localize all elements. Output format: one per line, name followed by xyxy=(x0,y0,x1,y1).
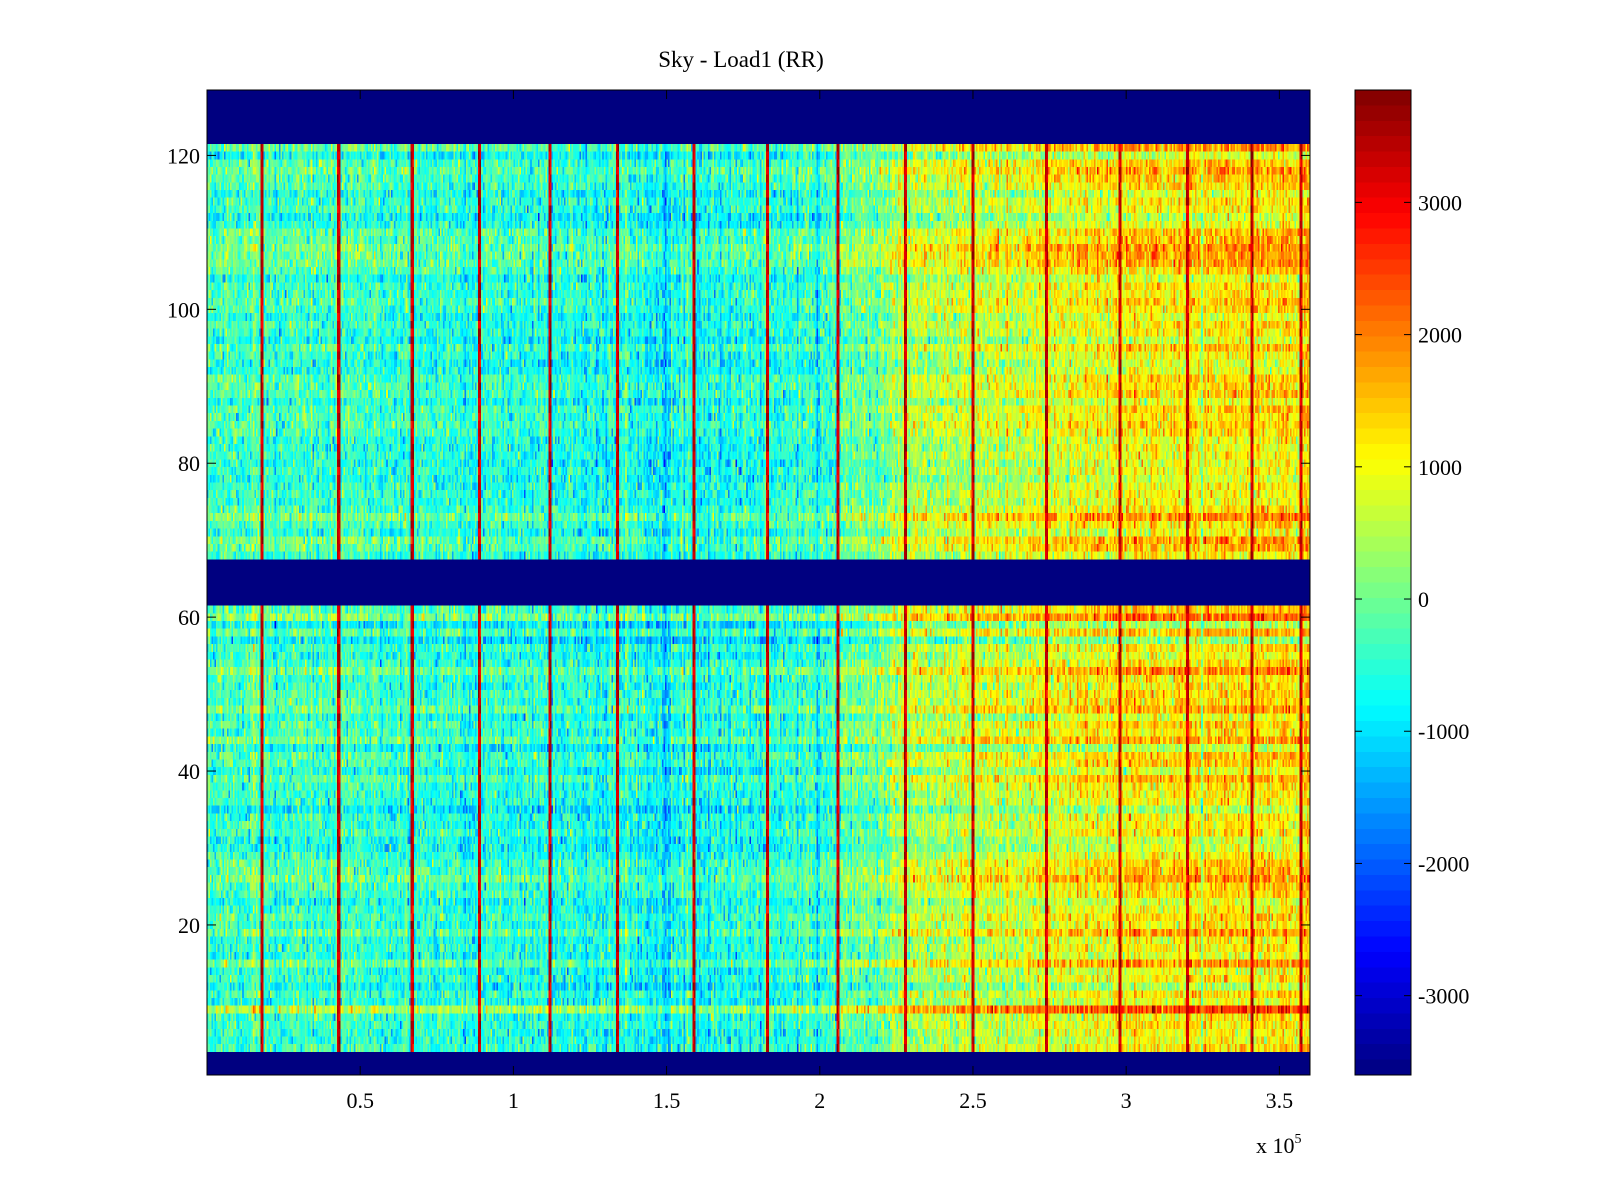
colorbar-tick-label: 0 xyxy=(1418,587,1429,612)
chart-title: Sky - Load1 (RR) xyxy=(658,47,823,72)
y-tick-label: 120 xyxy=(167,143,200,168)
x-tick-label: 2 xyxy=(814,1088,825,1113)
x-exponent-power: 5 xyxy=(1295,1132,1302,1147)
colorbar-ticks: 3000 2000 1000 0 -1000 -2000 -3000 xyxy=(1355,190,1469,1009)
x-tick-label: 3.5 xyxy=(1266,1088,1294,1113)
x-tick-label: 3 xyxy=(1121,1088,1132,1113)
colorbar-tick-label: -2000 xyxy=(1418,851,1469,876)
colorbar: 3000 2000 1000 0 -1000 -2000 -3000 xyxy=(1354,89,1469,1076)
y-tick-label: 80 xyxy=(178,451,200,476)
colorbar-frame xyxy=(1354,89,1412,1076)
x-exponent-label: x 105 xyxy=(1256,1132,1302,1158)
x-exponent-base: x 10 xyxy=(1256,1133,1295,1158)
y-tick-label: 20 xyxy=(178,913,200,938)
colorbar-tick-label: 2000 xyxy=(1418,323,1462,348)
x-axis: 0.5 1 1.5 2 2.5 3 3.5 xyxy=(346,90,1293,1113)
colorbar-tick-label: 3000 xyxy=(1418,190,1462,215)
colorbar-gradient xyxy=(1355,90,1411,1075)
colorbar-tick-label: 1000 xyxy=(1418,455,1462,480)
x-tick-label: 1.5 xyxy=(653,1088,681,1113)
y-tick-label: 100 xyxy=(167,297,200,322)
heatmap xyxy=(207,90,1310,1075)
y-axis: 20 40 60 80 100 120 xyxy=(167,143,1310,938)
x-tick-label: 0.5 xyxy=(346,1088,374,1113)
x-tick-label: 1 xyxy=(508,1088,519,1113)
heatmap-image xyxy=(207,90,1310,1075)
x-tick-label: 2.5 xyxy=(959,1088,987,1113)
plot-frame xyxy=(206,89,1311,1076)
y-tick-label: 60 xyxy=(178,605,200,630)
y-tick-label: 40 xyxy=(178,759,200,784)
colorbar-tick-label: -1000 xyxy=(1418,719,1469,744)
colorbar-tick-label: -3000 xyxy=(1418,984,1469,1009)
